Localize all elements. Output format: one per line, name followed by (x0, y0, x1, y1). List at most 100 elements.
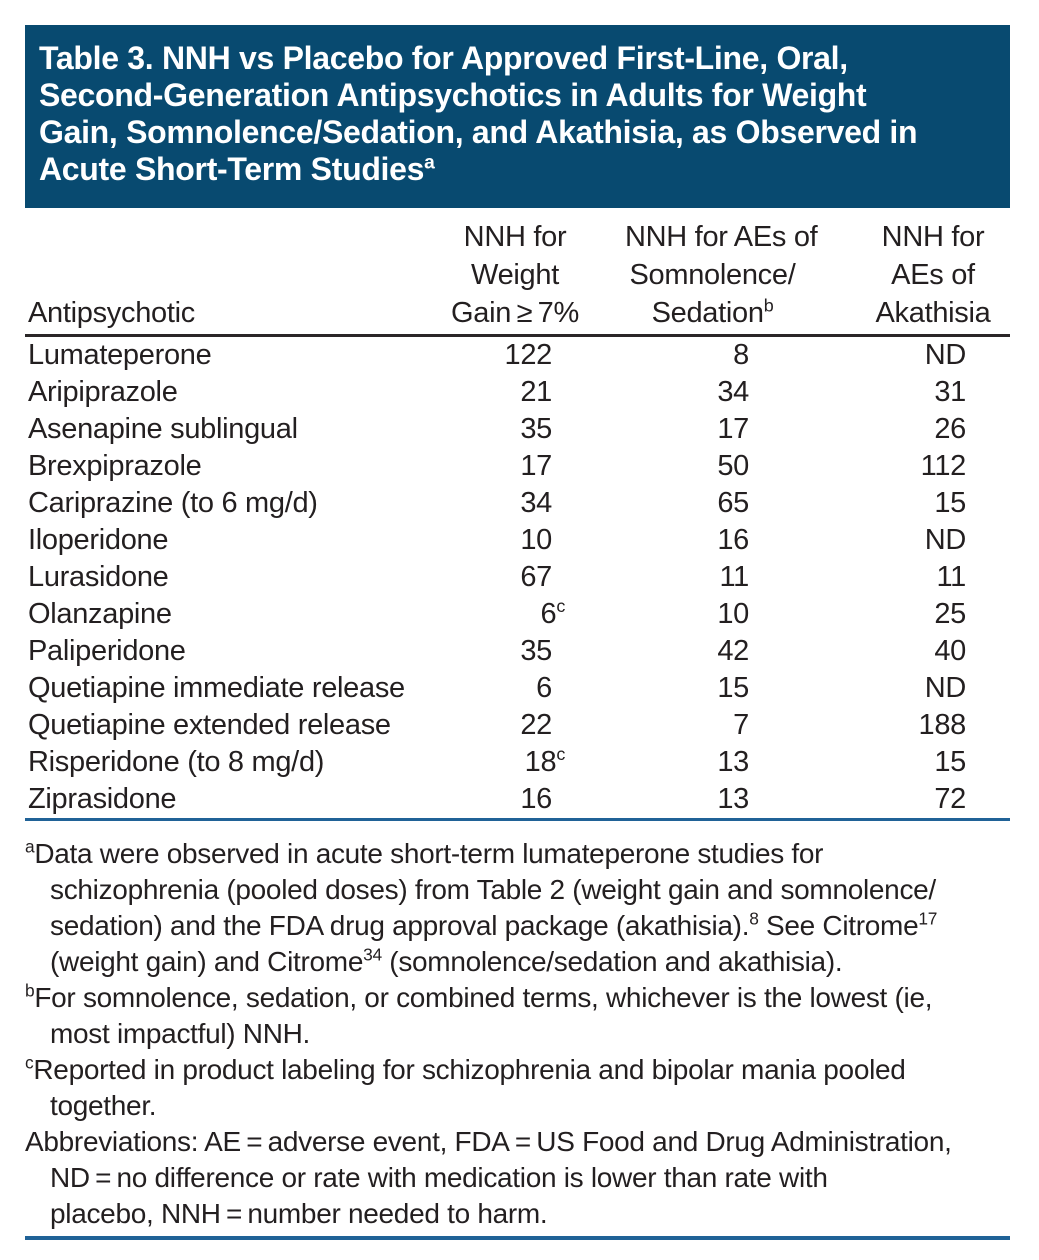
cell-value: 35 (520, 413, 552, 445)
header-akathisia: NNH for AEs of Akathisia (800, 218, 1010, 337)
footnote-line: ND = no difference or rate with medicati… (50, 1162, 828, 1193)
cell-value: 6 (540, 598, 557, 630)
somnolence-sedation-cell: 7 (595, 707, 800, 744)
header-text: NNH for AEs of (625, 221, 818, 253)
title-footnote-marker: a (424, 152, 435, 174)
weight-gain-cell: 35 (435, 633, 595, 670)
cell-value: 13 (717, 746, 749, 778)
somnolence-sedation-cell: 11 (595, 559, 800, 596)
akathisia-cell: 26 (800, 411, 1010, 448)
drug-name-cell: Olanzapine (28, 598, 172, 630)
weight-gain-cell: 35 (435, 411, 595, 448)
header-text-part: Sedation (651, 297, 764, 329)
weight-gain-cell: 22 (435, 707, 595, 744)
cell-value: 40 (934, 635, 966, 667)
header-antipsychotic: Antipsychotic (25, 218, 435, 337)
cell-value: 15 (717, 672, 749, 704)
somnolence-sedation-cell: 42 (595, 633, 800, 670)
cell-value: 34 (717, 376, 749, 408)
header-text: Sedationb (625, 294, 800, 332)
cell-value: 6 (536, 672, 552, 704)
akathisia-cell: 40 (800, 633, 1010, 670)
cell-value: 112 (920, 450, 967, 482)
table-row: Aripiprazole 21 34 31 (25, 374, 1010, 411)
cell-value: 65 (717, 487, 749, 519)
cell-value: 16 (717, 524, 749, 556)
footnote: bFor somnolence, sedation, or combined t… (25, 980, 1010, 1052)
akathisia-cell: 72 (800, 781, 1010, 820)
footnote-line: together. (50, 1090, 157, 1121)
drug-name-cell: Quetiapine immediate release (28, 672, 405, 704)
cell-value: 8 (733, 339, 749, 371)
cell-value: ND (924, 524, 967, 556)
somnolence-sedation-cell: 13 (595, 744, 800, 781)
cell-value: 50 (717, 450, 749, 482)
table-title: Table 3. NNH vs Placebo for Approved Fir… (25, 25, 1010, 208)
header-text: NNH for (463, 221, 567, 253)
somnolence-sedation-cell: 10 (595, 596, 800, 633)
header-footnote-marker: b (763, 295, 774, 316)
drug-name-cell: Ziprasidone (28, 783, 177, 815)
cell-value: 21 (520, 376, 552, 408)
footnote-marker: a (25, 836, 35, 857)
somnolence-sedation-cell: 17 (595, 411, 800, 448)
header-text: Weight (471, 259, 559, 291)
weight-gain-cell: 67 (435, 559, 595, 596)
header-text: NNH for (881, 221, 985, 253)
header-weight-gain: NNH for Weight Gain ≥ 7% (435, 218, 595, 337)
footnote-marker: c (25, 1052, 34, 1073)
cell-value: 31 (934, 376, 966, 408)
bottom-rule (25, 1236, 1010, 1240)
title-line: Acute Short-Term Studiesa (39, 151, 996, 188)
cell-value: 34 (520, 487, 552, 519)
header-text: Akathisia (875, 297, 991, 329)
table-row: Quetiapine extended release 22 7 188 (25, 707, 1010, 744)
cell-value: 15 (934, 487, 966, 519)
reference-superscript: 17 (918, 908, 938, 929)
table-row: Brexpiprazole 17 50 112 (25, 448, 1010, 485)
weight-gain-cell: 10 (435, 522, 595, 559)
akathisia-cell: ND (800, 670, 1010, 707)
cell-value: 16 (520, 783, 552, 815)
cell-value: 188 (918, 709, 967, 741)
drug-name-cell: Lurasidone (28, 561, 169, 593)
somnolence-sedation-cell: 50 (595, 448, 800, 485)
title-line: Gain, Somnolence/Sedation, and Akathisia… (39, 114, 918, 150)
table-row: Lumateperone 122 8 ND (25, 336, 1010, 375)
footnote-line: Abbreviations: AE = adverse event, FDA =… (25, 1126, 952, 1157)
header-somnolence-sedation: NNH for AEs of Somnolence/ Sedationb (595, 218, 818, 337)
somnolence-sedation-cell: 16 (595, 522, 800, 559)
footnotes: aData were observed in acute short-term … (25, 836, 1010, 1232)
cell-value: ND (924, 672, 967, 704)
cell-value: 67 (520, 561, 552, 593)
cell-value: 11 (936, 561, 966, 593)
cell-value: ND (924, 339, 967, 371)
drug-name-cell: Brexpiprazole (28, 450, 202, 482)
akathisia-cell: 15 (800, 744, 1010, 781)
reference-superscript: 8 (749, 908, 759, 929)
header-text: Somnolence/ (629, 259, 796, 291)
header-text: AEs of (891, 259, 975, 291)
drug-name-cell: Iloperidone (28, 524, 169, 556)
akathisia-cell: 25 (800, 596, 1010, 633)
cell-footnote-marker: c (556, 596, 565, 617)
footnote-line: placebo, NNH = number needed to harm. (50, 1198, 548, 1229)
cell-value: 35 (520, 635, 552, 667)
cell-value: 42 (717, 635, 749, 667)
footnote: Abbreviations: AE = adverse event, FDA =… (25, 1124, 1010, 1232)
cell-value: 15 (934, 746, 966, 778)
header-text: Gain ≥ 7% (451, 297, 579, 329)
footnote: cReported in product labeling for schizo… (25, 1052, 1010, 1124)
drug-name-cell: Quetiapine extended release (28, 709, 391, 741)
drug-name-cell: Asenapine sublingual (28, 413, 298, 445)
table-row: Risperidone (to 8 mg/d) 18c 13 15 (25, 744, 1010, 781)
cell-footnote-marker: c (556, 744, 565, 765)
weight-gain-cell: 122 (435, 336, 595, 375)
akathisia-cell: 188 (800, 707, 1010, 744)
cell-value: 122 (504, 339, 553, 371)
weight-gain-cell: 16 (435, 781, 595, 820)
footnote-line: (weight gain) and Citrome34 (somnolence/… (50, 944, 843, 977)
table-row: Iloperidone 10 16 ND (25, 522, 1010, 559)
table-row: Ziprasidone 16 13 72 (25, 781, 1010, 820)
